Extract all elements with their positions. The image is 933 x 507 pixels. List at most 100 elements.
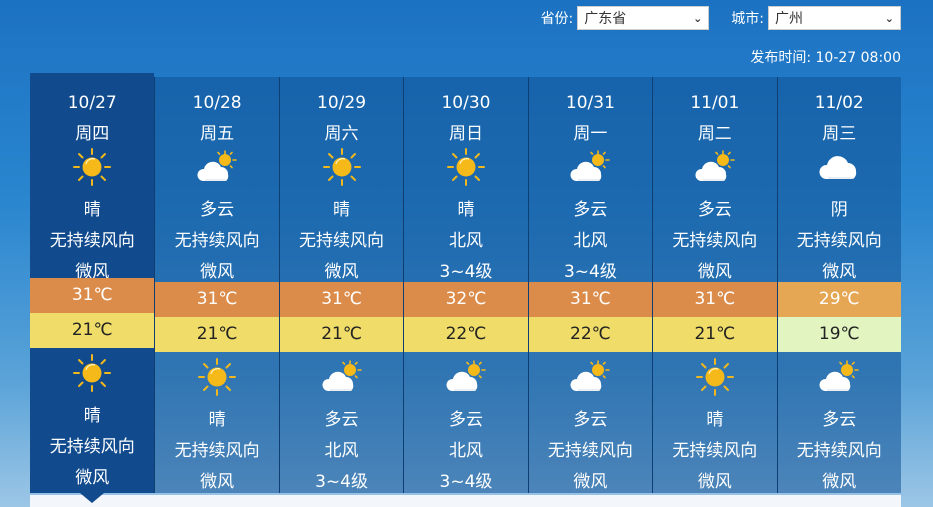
day-wind-direction: 北风 <box>573 231 608 251</box>
night-section: 多云 北风 3~4级 <box>404 352 527 493</box>
low-temperature: 22℃ <box>404 317 528 352</box>
forecast-grid: 10/27 周四 晴 无持续风向 微风 31℃ 21℃ 晴 无持续风向 微风 1… <box>30 73 901 493</box>
daytime-section: 10/27 周四 晴 无持续风向 微风 <box>30 73 154 282</box>
day-wind-force: 微风 <box>822 262 857 282</box>
forecast-day-column[interactable]: 10/28 周五 多云 无持续风向 微风 31℃ 21℃ 晴 无持续风向 微风 <box>154 77 279 493</box>
publish-value: 10-27 08:00 <box>815 50 901 66</box>
chevron-down-icon: ⌄ <box>693 11 703 25</box>
date: 10/27 <box>67 93 117 113</box>
day-weather: 晴 <box>457 200 475 220</box>
night-wind-force: 3~4级 <box>315 472 368 492</box>
forecast-day-column[interactable]: 10/29 周六 晴 无持续风向 微风 31℃ 21℃ 多云 北风 3~4级 <box>278 77 404 493</box>
night-section: 多云 无持续风向 微风 <box>529 352 652 493</box>
high-temperature: 31℃ <box>653 282 777 317</box>
sun-icon <box>404 145 527 189</box>
forecast-day-column[interactable]: 10/27 周四 晴 无持续风向 微风 31℃ 21℃ 晴 无持续风向 微风 <box>30 73 155 493</box>
weekday: 周一 <box>573 124 608 144</box>
night-wind-direction: 无持续风向 <box>796 441 882 461</box>
night-wind-force: 微风 <box>573 472 608 492</box>
partly-cloudy-icon <box>404 355 527 399</box>
city-label: 城市: <box>731 11 764 27</box>
selected-pointer <box>80 493 104 503</box>
date: 10/30 <box>441 93 491 113</box>
weekday: 周三 <box>822 124 857 144</box>
day-wind-direction: 无持续风向 <box>796 231 882 251</box>
low-temperature: 21℃ <box>279 317 404 352</box>
partly-cloudy-icon <box>529 355 652 399</box>
forecast-day-column[interactable]: 11/02 周三 阴 无持续风向 微风 29℃ 19℃ 多云 无持续风向 微风 <box>776 77 901 493</box>
low-temperature: 21℃ <box>155 317 279 352</box>
day-weather: 晴 <box>83 200 101 220</box>
partly-cloudy-icon <box>155 145 278 189</box>
night-weather: 多云 <box>573 410 608 430</box>
date: 11/02 <box>814 93 864 113</box>
daytime-section: 10/29 周六 晴 无持续风向 微风 <box>280 77 403 282</box>
sun-icon <box>30 145 154 189</box>
province-label: 省份: <box>540 11 574 27</box>
day-wind-force: 3~4级 <box>439 262 493 282</box>
high-temperature: 31℃ <box>528 282 653 317</box>
low-temperature: 21℃ <box>653 317 777 352</box>
forecast-day-column[interactable]: 10/30 周日 晴 北风 3~4级 32℃ 22℃ 多云 北风 3~4级 <box>403 77 528 493</box>
weekday: 周四 <box>75 124 110 144</box>
province-value: 广东省 <box>584 11 627 27</box>
high-temperature: 32℃ <box>404 282 528 317</box>
chevron-down-icon: ⌄ <box>884 11 894 25</box>
sun-icon <box>30 351 154 395</box>
date: 10/28 <box>192 93 242 113</box>
province-select[interactable]: 广东省 ⌄ <box>577 6 710 30</box>
daytime-section: 11/02 周三 阴 无持续风向 微风 <box>778 77 901 282</box>
night-section: 多云 北风 3~4级 <box>280 352 403 493</box>
day-weather: 阴 <box>830 200 848 220</box>
day-wind-direction: 无持续风向 <box>49 231 135 251</box>
night-weather: 多云 <box>822 410 857 430</box>
night-section: 晴 无持续风向 微风 <box>653 352 776 493</box>
details-panel <box>30 495 901 507</box>
weekday: 周日 <box>448 124 483 144</box>
date: 11/01 <box>690 93 740 113</box>
day-weather: 晴 <box>333 200 351 220</box>
daytime-section: 10/28 周五 多云 无持续风向 微风 <box>155 77 278 282</box>
day-wind-direction: 北风 <box>448 231 483 251</box>
night-wind-force: 3~4级 <box>439 472 493 492</box>
day-wind-force: 微风 <box>697 262 732 282</box>
high-temperature: 31℃ <box>30 278 155 313</box>
night-wind-direction: 无持续风向 <box>174 441 260 461</box>
night-section: 多云 无持续风向 微风 <box>778 352 901 493</box>
sun-icon <box>280 145 403 189</box>
high-temperature: 29℃ <box>777 282 901 317</box>
day-wind-direction: 无持续风向 <box>299 231 385 251</box>
publish-label: 发布时间: <box>750 50 812 66</box>
location-selector: 省份: 广东省 ⌄ 城市: 广州 ⌄ <box>541 6 901 30</box>
partly-cloudy-icon <box>653 145 776 189</box>
weekday: 周五 <box>200 124 235 144</box>
night-wind-force: 微风 <box>200 472 235 492</box>
low-temperature: 22℃ <box>528 317 653 352</box>
sun-icon <box>653 355 776 399</box>
night-section: 晴 无持续风向 微风 <box>30 348 154 490</box>
city-select[interactable]: 广州 ⌄ <box>768 6 901 30</box>
night-wind-direction: 无持续风向 <box>547 441 633 461</box>
day-weather: 多云 <box>573 200 608 220</box>
partly-cloudy-icon <box>529 145 652 189</box>
night-weather: 晴 <box>208 410 226 430</box>
date: 10/29 <box>317 93 367 113</box>
night-weather: 晴 <box>706 410 724 430</box>
weekday: 周二 <box>697 124 732 144</box>
partly-cloudy-icon <box>280 355 403 399</box>
day-wind-force: 微风 <box>324 262 359 282</box>
night-weather: 多云 <box>324 410 359 430</box>
night-wind-force: 微风 <box>822 472 857 492</box>
city-value: 广州 <box>775 11 803 27</box>
weekday: 周六 <box>324 124 359 144</box>
day-wind-force: 微风 <box>200 262 235 282</box>
day-wind-force: 微风 <box>75 262 110 282</box>
forecast-day-column[interactable]: 11/01 周二 多云 无持续风向 微风 31℃ 21℃ 晴 无持续风向 微风 <box>652 77 777 493</box>
publish-time: 发布时间: 10-27 08:00 <box>750 47 901 67</box>
night-weather: 多云 <box>448 410 483 430</box>
night-wind-direction: 北风 <box>324 441 359 461</box>
forecast-day-column[interactable]: 10/31 周一 多云 北风 3~4级 31℃ 22℃ 多云 无持续风向 微风 <box>527 77 653 493</box>
night-wind-force: 微风 <box>75 468 110 488</box>
night-wind-direction: 无持续风向 <box>49 437 135 457</box>
date: 10/31 <box>565 93 615 113</box>
